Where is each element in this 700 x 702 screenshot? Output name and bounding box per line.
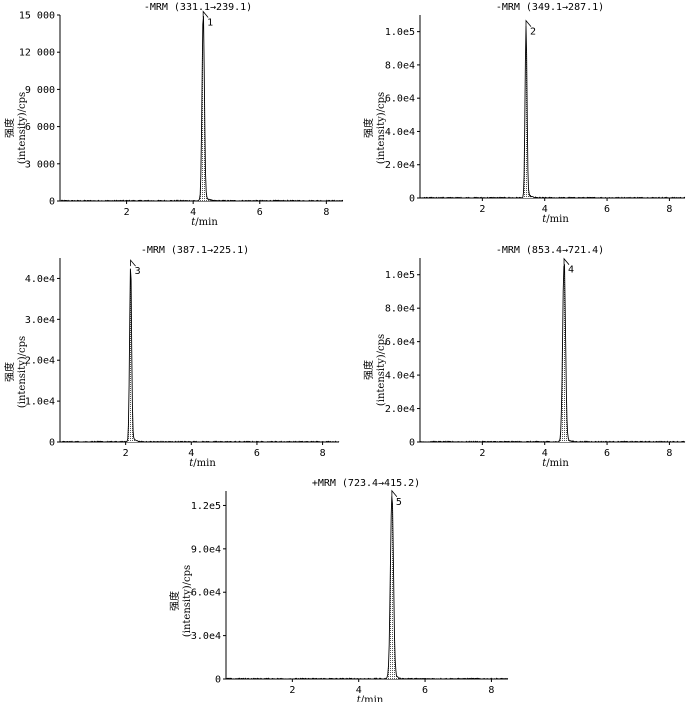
y-axis-label: 强度 (intensity)/cps (362, 92, 387, 164)
peak-flag (130, 259, 136, 267)
peak-label: 2 (530, 27, 536, 38)
x-tick-label: 6 (422, 685, 428, 696)
y-tick-label: 6.0e4 (385, 337, 415, 348)
chart-title: -MRM (853.4→721.4) (496, 245, 604, 256)
peak-flag (563, 257, 570, 265)
chromatogram-trace (419, 26, 686, 199)
peak-label: 4 (568, 265, 574, 276)
y-tick-label: 1.0e5 (385, 270, 415, 281)
y-tick-label: 2.0e4 (25, 356, 55, 367)
x-axis-label: t/min (189, 458, 216, 469)
y-axis-label: 强度 (intensity)/cps (362, 334, 387, 406)
y-axis-label-cn: 强度 (3, 362, 16, 382)
peak-label: 3 (135, 266, 141, 277)
y-tick-label: 6.0e4 (191, 588, 221, 599)
x-tick-label: 8 (323, 207, 329, 218)
x-tick-label: 6 (604, 204, 610, 215)
peak-area (518, 26, 534, 199)
x-tick-label: 4 (188, 448, 194, 459)
y-tick-label: 0 (49, 438, 55, 449)
chromatogram-trace (59, 16, 344, 202)
chart-title: -MRM (387.1→225.1) (141, 245, 249, 256)
y-axis-label: 强度 (intensity)/cps (3, 92, 28, 164)
y-tick-label: 9.0e4 (191, 544, 221, 555)
peak-area (556, 264, 572, 442)
peak-label: 5 (396, 497, 402, 508)
x-tick-label: 2 (479, 448, 485, 459)
chart-title: +MRM (723.4→415.2) (312, 478, 420, 489)
y-tick-label: 2.0e4 (385, 160, 415, 171)
y-tick-label: 6 000 (25, 122, 55, 133)
x-axis-label: t/min (357, 695, 384, 702)
y-axis-label-en: (intensity)/cps (182, 565, 193, 637)
peak-label: 1 (207, 17, 213, 28)
x-tick-label: 8 (666, 204, 672, 215)
y-tick-label: 12 000 (19, 48, 55, 59)
y-tick-label: 8.0e4 (385, 60, 415, 71)
y-axis-label-en: (intensity)/cps (376, 92, 387, 164)
y-tick-label: 1.0e4 (25, 397, 55, 408)
peak-flag (525, 19, 532, 27)
x-tick-label: 6 (254, 448, 260, 459)
y-tick-label: 3 000 (25, 159, 55, 170)
chromatogram-trace (59, 268, 340, 443)
y-tick-label: 9 000 (25, 85, 55, 96)
x-tick-label: 2 (289, 685, 295, 696)
x-tick-label: 8 (488, 685, 494, 696)
y-axis-label: 强度 (intensity)/cps (168, 565, 193, 637)
y-axis-label-cn: 强度 (168, 591, 181, 611)
x-tick-label: 2 (123, 448, 129, 459)
y-tick-label: 0 (49, 197, 55, 208)
y-tick-label: 3.0e4 (191, 631, 221, 642)
y-tick-label: 0 (215, 675, 221, 686)
x-tick-label: 4 (190, 207, 196, 218)
peak-flag (202, 10, 209, 18)
y-axis-label-cn: 强度 (362, 118, 375, 138)
y-tick-label: 2.0e4 (385, 404, 415, 415)
peak-area (383, 496, 400, 679)
x-axis-label: t/min (191, 217, 218, 228)
y-tick-label: 1.0e5 (385, 27, 415, 38)
y-tick-label: 4.0e4 (25, 274, 55, 285)
y-tick-label: 0 (409, 194, 415, 205)
peak-flag (391, 489, 398, 498)
y-tick-label: 6.0e4 (385, 94, 415, 105)
y-axis-label-en: (intensity)/cps (17, 92, 28, 164)
x-tick-label: 2 (479, 204, 485, 215)
y-tick-label: 4.0e4 (385, 371, 415, 382)
y-tick-label: 1.2e5 (191, 501, 221, 512)
chart-title: -MRM (349.1→287.1) (496, 2, 604, 13)
x-tick-label: 6 (257, 207, 263, 218)
x-tick-label: 4 (542, 448, 548, 459)
y-axis-label-en: (intensity)/cps (376, 334, 387, 406)
chromatogram-trace (225, 496, 509, 680)
chromatogram-trace (419, 264, 686, 443)
chart-title: -MRM (331.1→239.1) (144, 2, 252, 13)
x-tick-label: 6 (604, 448, 610, 459)
y-axis-label: 强度 (intensity)/cps (3, 336, 28, 408)
peak-area (122, 268, 139, 442)
y-axis-label-cn: 强度 (362, 360, 375, 380)
x-axis-label: t/min (542, 214, 569, 225)
peak-area (195, 16, 211, 202)
y-tick-label: 15 000 (19, 11, 55, 22)
x-tick-label: 4 (542, 204, 548, 215)
y-axis-label-cn: 强度 (3, 118, 16, 138)
x-tick-label: 8 (320, 448, 326, 459)
y-tick-label: 3.0e4 (25, 315, 55, 326)
x-tick-label: 2 (124, 207, 130, 218)
x-axis-label: t/min (542, 458, 569, 469)
y-axis-label-en: (intensity)/cps (17, 336, 28, 408)
x-tick-label: 8 (666, 448, 672, 459)
y-tick-label: 4.0e4 (385, 127, 415, 138)
y-tick-label: 8.0e4 (385, 304, 415, 315)
y-tick-label: 0 (409, 438, 415, 449)
x-tick-label: 4 (356, 685, 362, 696)
